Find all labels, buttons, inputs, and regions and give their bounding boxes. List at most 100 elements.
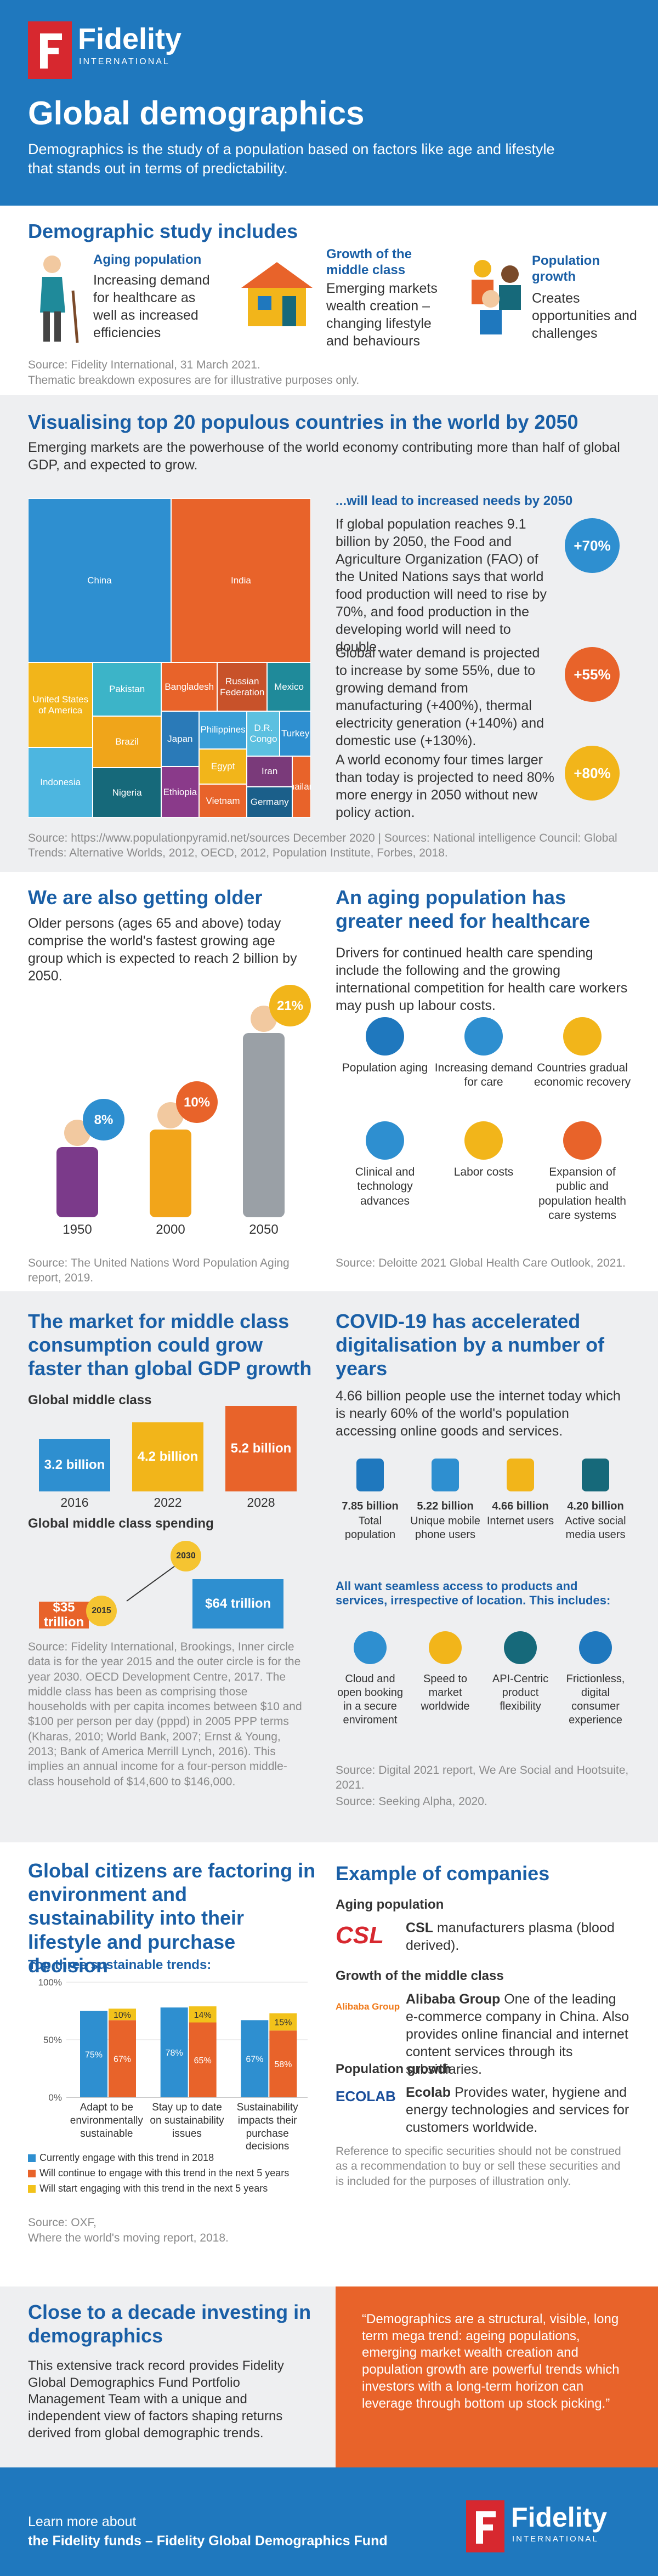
treemap-label: Bangladesh	[164, 681, 214, 692]
value-label: 3.2 billion	[44, 1457, 105, 1472]
logo-text: Fidelity	[511, 2502, 608, 2533]
treemap-cell: India	[171, 498, 311, 663]
value-label: 67%	[114, 2055, 131, 2064]
driver-label: Labor costs	[453, 1166, 514, 1178]
access-label: Frictionless, digital consumer experienc…	[566, 1673, 625, 1726]
icon	[241, 262, 313, 326]
bar: 5.2 billion	[225, 1406, 297, 1491]
value-label: $35 trillion	[43, 1600, 84, 1630]
section-title: We are also getting older	[28, 886, 263, 909]
treemap-cell: Vietnam	[198, 784, 247, 818]
treemap-label: Egypt	[211, 761, 235, 771]
section-text: 4.66 billion people use the internet tod…	[336, 1388, 621, 1439]
legend-label: Will start engaging with this trend in t…	[39, 2183, 268, 2194]
driver-icon	[563, 1121, 602, 1160]
x-tick-label: Adapt to be environmentally sustainable	[70, 2102, 143, 2140]
treemap-label: Turkey	[281, 728, 310, 739]
section-text: Drivers for continued health care spendi…	[336, 945, 628, 1013]
driver-label: Countries gradual economic recovery	[534, 1062, 631, 1089]
value-label: 14%	[194, 2011, 212, 2020]
treemap: China India United States of America Indone…	[28, 498, 311, 818]
bar	[109, 2020, 136, 2097]
bar	[269, 2013, 297, 2031]
figure-body	[150, 1130, 191, 1217]
driver-label: Clinical and technology advances	[355, 1166, 415, 1207]
x-tick-label: 2000	[156, 1222, 185, 1237]
treemap-label: Thailand	[293, 781, 310, 792]
stat-icon	[432, 1459, 459, 1491]
treemap-label: Japan	[167, 733, 193, 744]
legend-label: Currently engage with this trend in 2018	[39, 2152, 214, 2163]
group-heading: Growth of the middle class	[336, 1968, 504, 1983]
logo-mark	[466, 2500, 504, 2552]
driver-icon	[563, 1017, 602, 1056]
company-text: Ecolab Provides water, hygiene and energ…	[406, 2084, 631, 2136]
access-label: Cloud and open booking in a secure envir…	[337, 1673, 404, 1726]
badge: +70%	[565, 518, 620, 573]
need-text: If global population reaches 9.1 billion…	[336, 517, 547, 655]
driver-icon	[366, 1017, 404, 1056]
bar	[189, 2022, 217, 2097]
quote-box	[336, 2286, 658, 2467]
driver-label: Expansion of public and population healt…	[538, 1166, 626, 1222]
footer-text: Learn more about	[28, 2514, 137, 2529]
treemap-cell: Russian Federation	[217, 662, 268, 711]
stat-label: Unique mobile phone users	[410, 1515, 480, 1541]
treemap-cell: Egypt	[198, 748, 247, 784]
badge	[83, 1099, 124, 1141]
treemap-label: Russian Federation	[220, 676, 265, 697]
stat-label: Active social media users	[565, 1515, 626, 1541]
page-title: Global demographics	[28, 95, 365, 132]
quote: “Demographics are a structural, visible,…	[362, 2312, 620, 2411]
bar: 3.2 billion	[39, 1439, 110, 1491]
value-label: 15%	[274, 2018, 292, 2027]
section-text: Older persons (ages 65 and above) today …	[28, 916, 297, 984]
stat-value: 5.22 billion	[417, 1500, 474, 1512]
stat-label: Internet users	[486, 1515, 554, 1527]
treemap-cell: Thailand	[292, 756, 311, 818]
chart-title: Top three sustainable trends:	[28, 1957, 212, 1972]
item-title: Population growth	[532, 253, 600, 284]
treemap-label: Brazil	[115, 736, 139, 747]
driver-icon	[464, 1017, 503, 1056]
driver-icon	[366, 1121, 404, 1160]
treemap-label: Vietnam	[206, 795, 240, 806]
chart-title: Global middle class spending	[28, 1516, 214, 1531]
treemap-label: Germany	[250, 797, 289, 808]
section-bg	[0, 1291, 658, 1842]
y-tick-label: 0%	[48, 2092, 62, 2103]
section-text: Emerging markets are the powerhouse of t…	[28, 440, 620, 473]
value-label: 4.2 billion	[137, 1449, 198, 1464]
figure-body	[56, 1147, 98, 1217]
value-label: 5.2 billion	[230, 1440, 292, 1456]
badge: +55%	[565, 647, 620, 702]
x-tick-label: 2016	[60, 1495, 89, 1510]
section-title: Visualising top 20 populous countries in…	[28, 411, 578, 433]
access-icon	[429, 1631, 462, 1664]
treemap-label: Philippines	[200, 724, 246, 735]
section-title: The market for middle class consumption …	[28, 1310, 312, 1380]
bar	[80, 2011, 107, 2097]
treemap-cell: Germany	[247, 787, 292, 818]
treemap-label: Iran	[262, 766, 278, 777]
need-text: Global water demand is projected to incr…	[336, 645, 544, 748]
company-logo: ECOLAB	[336, 2088, 396, 2104]
badge	[176, 1081, 218, 1123]
year-badge: 2030	[171, 1541, 201, 1571]
value-label: 67%	[246, 2055, 263, 2064]
source: Source: Deloitte 2021 Global Health Care…	[336, 1257, 626, 1269]
treemap-label: D.R. Congo	[249, 723, 277, 744]
source: Where the world's moving report, 2018.	[28, 2232, 229, 2244]
logo-sub: INTERNATIONAL	[512, 2534, 599, 2544]
item-title: Aging population	[93, 252, 202, 267]
item-text: Emerging markets wealth creation – chang…	[326, 281, 438, 349]
company-name: Alibaba Group	[406, 1991, 501, 2007]
source: Source: Seeking Alpha, 2020.	[336, 1795, 487, 1808]
section-title: An aging population has greater need for…	[336, 886, 591, 933]
source: Source: OXF,	[28, 2216, 97, 2229]
treemap-label: Ethiopia	[163, 786, 197, 797]
source: Thematic breakdown exposures are for ill…	[28, 374, 360, 387]
treemap-cell: Japan	[161, 711, 199, 767]
company-desc: Provides water, hygiene and energy techn…	[406, 2085, 629, 2135]
treemap-cell: Turkey	[280, 711, 311, 756]
